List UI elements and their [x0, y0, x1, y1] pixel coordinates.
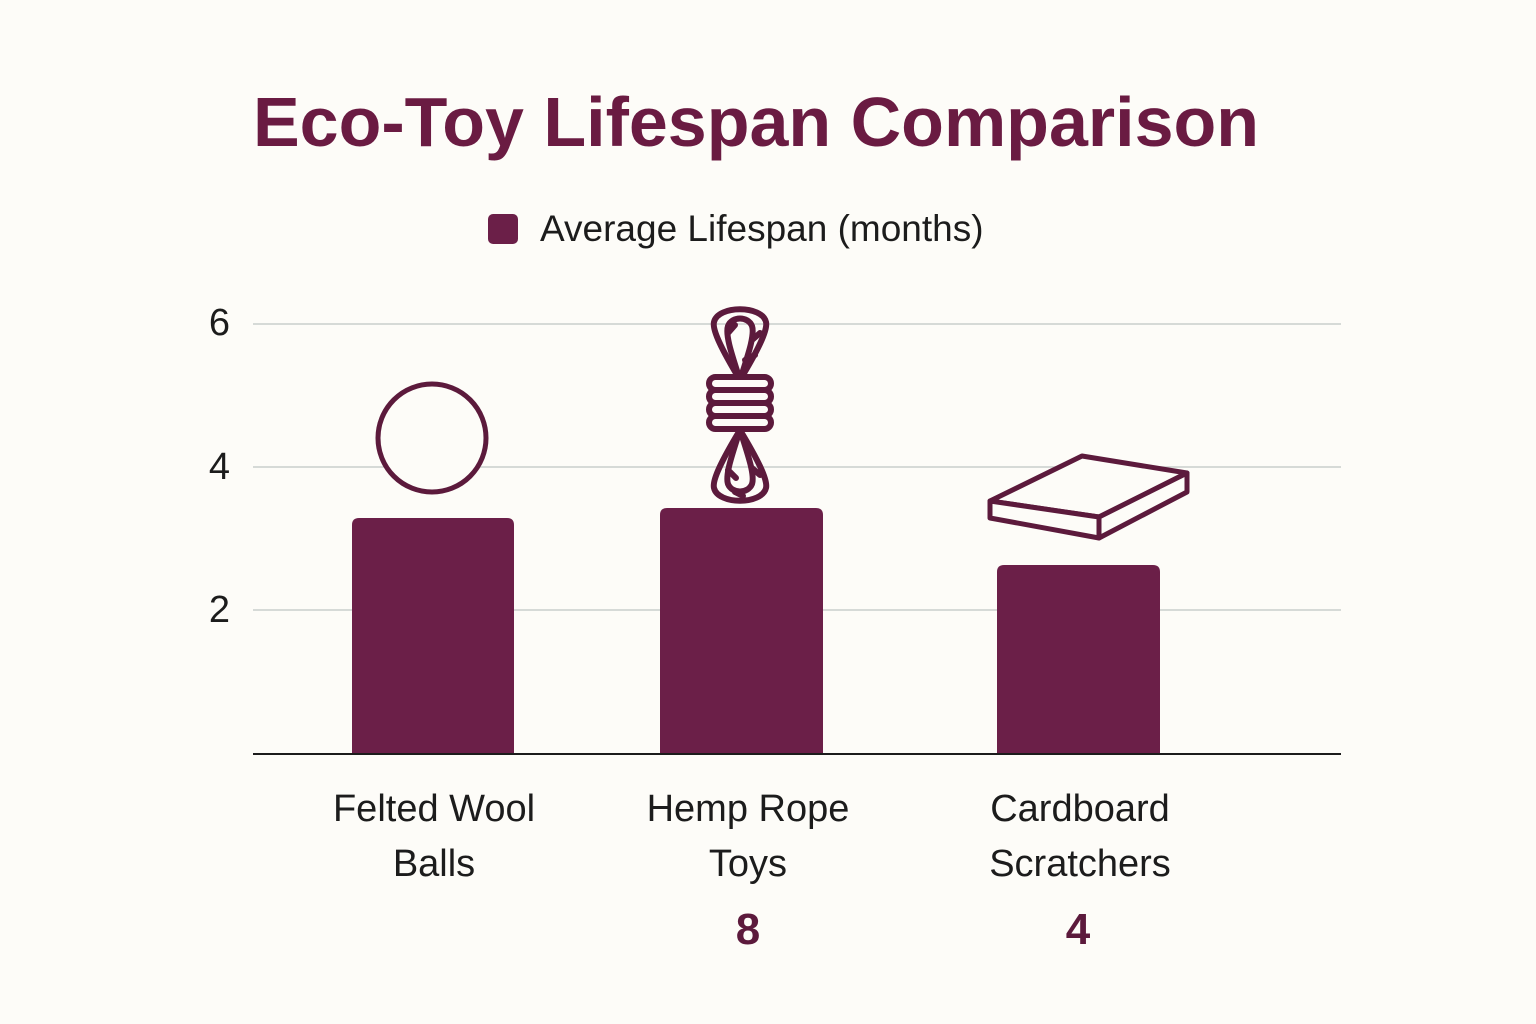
- x-label-line2: Toys: [708, 843, 788, 885]
- x-label-cardboard-scratchers: Cardboard Scratchers: [920, 782, 1240, 892]
- bar-felted-wool-balls: [352, 518, 514, 753]
- cardboard-scratcher-icon: [987, 453, 1190, 541]
- bar-cardboard-scratchers: [997, 565, 1160, 753]
- hemp-rope-icon: [706, 306, 774, 504]
- x-label-hemp-rope-toys: Hemp Rope Toys: [588, 782, 908, 892]
- x-label-line2: Scratchers: [989, 843, 1171, 885]
- value-label-hemp-rope-toys: 8: [735, 905, 761, 954]
- legend-label: Average Lifespan (months): [540, 208, 984, 249]
- x-label-line2: Balls: [392, 843, 476, 885]
- chart-title: Eco-Toy Lifespan Comparison: [252, 83, 1260, 161]
- legend-swatch: [488, 214, 518, 244]
- value-label-cardboard-scratchers: 4: [1065, 905, 1091, 954]
- y-tick-4: 4: [208, 446, 230, 488]
- x-label-line1: Felted Wool: [332, 788, 536, 830]
- felted-wool-ball-icon: [375, 381, 489, 495]
- chart-legend: Average Lifespan (months): [488, 208, 984, 250]
- y-tick-6: 6: [208, 302, 230, 344]
- x-label-line1: Cardboard: [990, 788, 1170, 830]
- x-label-felted-wool-balls: Felted Wool Balls: [274, 782, 594, 892]
- y-tick-2: 2: [208, 589, 230, 631]
- bar-hemp-rope-toys: [660, 508, 823, 753]
- x-label-line1: Hemp Rope: [646, 788, 850, 830]
